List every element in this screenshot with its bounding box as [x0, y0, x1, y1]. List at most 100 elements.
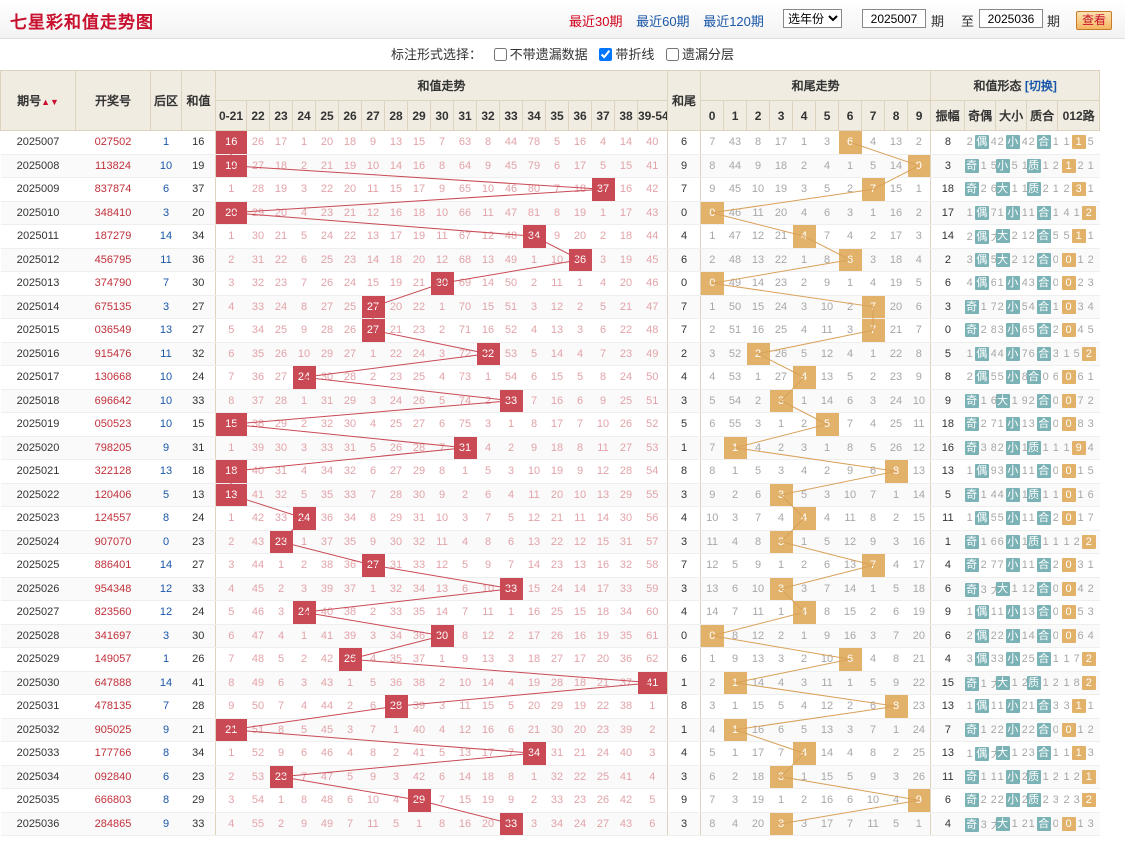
sum-hit-cell: 24: [292, 365, 316, 390]
sort-icon[interactable]: ▲▼: [41, 97, 59, 107]
back-zone-cell: 7: [150, 271, 182, 296]
sum-miss-cell: 6: [453, 577, 477, 601]
tail-cell: 7: [667, 318, 701, 343]
sum-miss-cell: 36: [338, 553, 362, 578]
tail-miss-cell: 15: [746, 694, 770, 719]
query-button[interactable]: 查看: [1076, 11, 1112, 30]
form-miss-count: 6: [1022, 324, 1027, 336]
sum-hit-cell: 31: [453, 436, 477, 460]
tail-hit-cell: 4: [792, 741, 816, 766]
sum-miss-cell: 1: [269, 788, 293, 813]
option-layered-checkbox[interactable]: [665, 48, 679, 61]
sum-miss-cell: 14: [361, 248, 385, 272]
tail-miss-cell: 1: [884, 483, 908, 507]
tail-miss-cell: 1: [838, 154, 862, 178]
sum-miss-cell: 19: [591, 624, 615, 648]
issue-cell: 2025018: [0, 389, 76, 413]
form-hit-chip: 奇: [964, 582, 979, 597]
amplitude-cell: 1: [930, 530, 965, 554]
tail-col-header: 1: [723, 100, 748, 131]
tail-miss-cell: 4: [723, 812, 747, 836]
to-issue-input[interactable]: [979, 9, 1043, 28]
sum-miss-cell: 19: [568, 201, 592, 225]
prime-composite-cell: 2合0: [1026, 718, 1058, 742]
sum-miss-cell: 15: [384, 177, 408, 202]
sum-miss-cell: 45: [315, 718, 339, 742]
prime-composite-cell: 3合0: [1026, 412, 1058, 437]
sum-miss-cell: 16: [545, 389, 569, 413]
option-polyline-checkbox[interactable]: [599, 48, 613, 61]
option-no-miss[interactable]: 不带遗漏数据: [493, 47, 588, 62]
amplitude-cell: 11: [930, 765, 965, 789]
sum-miss-cell: 11: [430, 530, 454, 554]
sum-col-header: 27: [361, 100, 385, 131]
back-zone-cell: 11: [150, 248, 182, 272]
form-miss-count: 20: [1022, 653, 1027, 665]
tail-miss-cell: 13: [884, 130, 908, 155]
tail-miss-cell: 7: [700, 436, 724, 460]
sum-hit-cell: 36: [568, 248, 592, 272]
form-miss-count: 1: [1011, 394, 1018, 407]
big-small-cell: 5小14: [995, 506, 1027, 531]
sum-miss-cell: 39: [407, 694, 431, 719]
sum-miss-cell: 48: [315, 788, 339, 813]
prime-composite-cell: 2合5: [1026, 224, 1058, 249]
sum-miss-cell: 4: [637, 765, 668, 789]
sum-miss-cell: 21: [338, 201, 362, 225]
sum-miss-cell: 33: [315, 436, 339, 460]
sum-cell: 28: [181, 694, 216, 719]
sum-miss-cell: 32: [269, 483, 293, 507]
sum-cell: 24: [181, 506, 216, 531]
sum-miss-cell: 9: [361, 130, 385, 155]
sum-miss-cell: 6: [361, 694, 385, 719]
sum-miss-cell: 6: [568, 389, 592, 413]
form-miss-count: 2: [1028, 394, 1035, 407]
year-select[interactable]: 选年份: [783, 9, 842, 28]
period-60-link[interactable]: 最近60期: [636, 14, 690, 29]
sum-cell: 31: [181, 436, 216, 460]
form-hit-chip: 1: [1071, 746, 1086, 761]
prime-composite-cell: 1合2: [1026, 553, 1058, 578]
sum-miss-cell: 1: [499, 412, 523, 437]
sum-miss-cell: 30: [407, 483, 431, 507]
tail-cell: 3: [667, 483, 701, 507]
sum-col-header: 37: [591, 100, 615, 131]
sum-miss-cell: 8: [292, 788, 316, 813]
back-zone-cell: 1: [150, 647, 182, 672]
sum-miss-cell: 53: [246, 765, 270, 789]
option-no-miss-checkbox[interactable]: [493, 48, 507, 61]
sum-miss-cell: 38: [338, 600, 362, 625]
prime-composite-cell: 3合0: [1026, 600, 1058, 625]
back-zone-cell: 6: [150, 177, 182, 202]
form-miss-count: 1: [966, 748, 973, 761]
period-120-link[interactable]: 最近120期: [703, 14, 764, 29]
tail-col-header: 0: [700, 100, 725, 131]
table-row: 2025020 798205 9 31 1 39 30 3 33 31 5 26 28 7 31 4 2 9 18 8…: [0, 436, 1100, 460]
from-issue-input[interactable]: [862, 9, 926, 28]
form-miss-count: 6: [1077, 629, 1084, 642]
form-miss-count: 2: [1087, 253, 1094, 266]
tail-miss-cell: 5: [792, 483, 816, 507]
period-30-link[interactable]: 最近30期: [569, 14, 623, 29]
draw-number-cell: 915476: [75, 342, 151, 366]
sum-miss-cell: 23: [338, 248, 362, 272]
switch-link[interactable]: [切换]: [1024, 79, 1057, 93]
form-miss-count: 4: [1087, 629, 1094, 642]
option-polyline[interactable]: 带折线: [599, 47, 654, 62]
sum-hit-cell: 26: [338, 647, 362, 672]
sum-miss-cell: 6: [361, 459, 385, 484]
tail-miss-cell: 4: [769, 506, 793, 531]
sum-miss-cell: 12: [361, 201, 385, 225]
option-layered[interactable]: 遗漏分层: [665, 47, 734, 62]
draw-number-cell: 456795: [75, 248, 151, 272]
col-issue[interactable]: 期号▲▼: [0, 70, 76, 131]
col-tail: 和尾: [667, 70, 702, 131]
tail-miss-cell: 48: [723, 248, 747, 272]
form-hit-chip: 奇: [964, 817, 979, 832]
amplitude-cell: 6: [930, 577, 965, 601]
form-miss-count: 1: [1042, 770, 1049, 783]
form-miss-count: 2: [1053, 677, 1058, 689]
page-title: 七星彩和值走势图: [10, 13, 154, 32]
